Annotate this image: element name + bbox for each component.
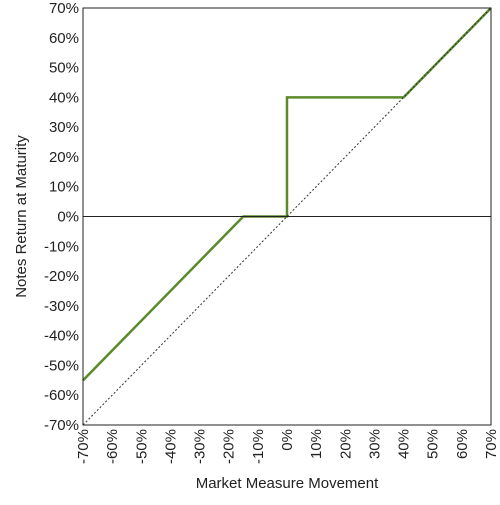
y-tick-label: 30% <box>49 119 79 136</box>
y-tick-label: -50% <box>44 357 79 374</box>
x-tick-label: -20% <box>221 429 238 464</box>
x-tick-label: -50% <box>133 429 150 464</box>
x-tick-label: 0% <box>279 429 296 451</box>
x-tick-label: 50% <box>425 429 442 459</box>
y-tick-label: 60% <box>49 30 79 47</box>
x-tick-label: 20% <box>337 429 354 459</box>
y-tick-label: -30% <box>44 298 79 315</box>
x-tick-label: -30% <box>192 429 209 464</box>
x-tick-label: 10% <box>308 429 325 459</box>
x-tick-label: 30% <box>366 429 383 459</box>
x-tick-labels: -70% -60% -50% -40% -30% -20% -10% 0% 10% 20% 30% 4… <box>75 429 500 464</box>
x-tick-label: 70% <box>483 429 500 459</box>
y-tick-label: 0% <box>57 209 79 226</box>
y-tick-label: -10% <box>44 238 79 255</box>
x-tick-label: -10% <box>250 429 267 464</box>
x-tick-label: 40% <box>396 429 413 459</box>
y-tick-label: -60% <box>44 387 79 404</box>
y-tick-label: 70% <box>49 0 79 17</box>
series-lines <box>82 7 492 426</box>
y-tick-label: 10% <box>49 179 79 196</box>
y-tick-label: 20% <box>49 149 79 166</box>
y-tick-label: -40% <box>44 328 79 345</box>
x-axis-title: Market Measure Movement <box>196 475 379 492</box>
x-tick-label: 60% <box>454 429 471 459</box>
y-tick-label: 40% <box>49 89 79 106</box>
x-tick-label: -60% <box>104 429 121 464</box>
reference-line <box>82 7 492 426</box>
x-tick-label: -70% <box>75 429 92 464</box>
y-tick-label: -70% <box>44 417 79 434</box>
x-tick-label: -40% <box>162 429 179 464</box>
y-tick-label: 50% <box>49 60 79 77</box>
y-axis-title: Notes Return at Maturity <box>13 135 30 298</box>
y-tick-label: -20% <box>44 268 79 285</box>
y-tick-labels: 70% 60% 50% 40% 30% 20% 10% 0% -10% -20% -30% -40% -… <box>44 0 79 434</box>
notes-return-line <box>82 7 492 382</box>
